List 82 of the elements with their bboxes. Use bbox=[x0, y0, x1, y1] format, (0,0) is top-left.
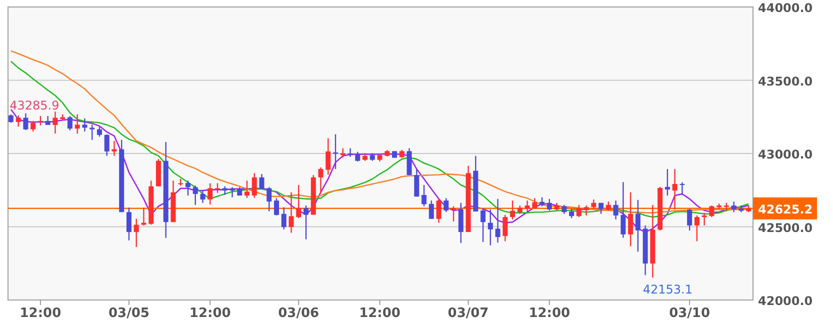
candlestick bbox=[458, 202, 464, 244]
candlestick bbox=[304, 204, 308, 240]
x-tick-label: 12:00 bbox=[359, 306, 400, 321]
candlestick bbox=[436, 198, 442, 224]
candlestick bbox=[38, 115, 43, 126]
ref-line-label: 42625.2 bbox=[758, 202, 813, 216]
candlestick bbox=[340, 148, 346, 158]
candlestick bbox=[23, 112, 28, 131]
candlestick bbox=[288, 192, 294, 234]
candlestick bbox=[428, 200, 434, 220]
candlestick bbox=[348, 148, 353, 158]
candlestick bbox=[444, 198, 449, 213]
candlestick bbox=[266, 186, 272, 212]
candlestick bbox=[502, 214, 508, 242]
candlestick bbox=[613, 200, 618, 220]
annotation: 42153.1 bbox=[642, 282, 692, 297]
candlestick bbox=[355, 151, 360, 162]
y-tick-label: 43500.0 bbox=[758, 74, 813, 88]
candlestick bbox=[672, 168, 678, 210]
candlestick bbox=[422, 184, 427, 207]
x-tick-label: 03/10 bbox=[669, 306, 710, 321]
candlestick bbox=[702, 212, 707, 226]
candlestick bbox=[112, 140, 117, 156]
candlestick bbox=[680, 182, 685, 196]
candlestick bbox=[406, 148, 412, 176]
candlestick bbox=[126, 206, 132, 241]
candlestick bbox=[731, 200, 736, 213]
candlestick bbox=[524, 200, 530, 212]
candlestick bbox=[96, 126, 102, 138]
candlestick bbox=[687, 208, 692, 232]
candlestick bbox=[480, 208, 486, 243]
candlestick bbox=[252, 172, 257, 198]
candlestick bbox=[709, 204, 714, 218]
candlestick bbox=[74, 114, 80, 134]
candlestick bbox=[230, 186, 235, 198]
candlestick bbox=[208, 182, 213, 206]
candlestick bbox=[414, 168, 420, 198]
candlestick bbox=[620, 181, 626, 238]
y-tick-label: 44000.0 bbox=[758, 1, 813, 15]
candlestick bbox=[510, 200, 516, 220]
candlestick bbox=[576, 204, 582, 218]
candlestick bbox=[200, 190, 206, 204]
candlestick bbox=[90, 124, 95, 140]
x-tick-label: 03/06 bbox=[278, 306, 320, 321]
candlestick bbox=[333, 134, 338, 170]
x-tick-label: 12:00 bbox=[528, 306, 570, 321]
candlestick bbox=[584, 204, 589, 216]
y-tick-label: 42000.0 bbox=[758, 294, 813, 308]
candlestick bbox=[635, 199, 640, 252]
x-tick-label: 12:00 bbox=[20, 306, 62, 321]
x-tick-label: 03/07 bbox=[448, 306, 489, 321]
candlestick bbox=[214, 182, 220, 194]
candlestick bbox=[488, 208, 493, 246]
x-tick-label: 03/05 bbox=[108, 306, 150, 321]
candlestick bbox=[664, 168, 670, 196]
y-tick-label: 43000.0 bbox=[758, 148, 813, 162]
candlestick bbox=[134, 218, 139, 248]
candlestick bbox=[82, 118, 88, 132]
candlestick bbox=[318, 166, 324, 194]
candlestick bbox=[546, 198, 552, 212]
candlestick bbox=[694, 214, 700, 242]
candlestick bbox=[259, 173, 264, 190]
candlestick bbox=[326, 138, 331, 176]
annotation: 43285.9 bbox=[10, 98, 60, 113]
candlestick bbox=[185, 180, 190, 196]
candlestick bbox=[296, 184, 302, 219]
candlestick bbox=[628, 192, 634, 247]
candlestick bbox=[532, 198, 538, 210]
candlestick bbox=[30, 120, 36, 132]
candlestick bbox=[451, 206, 456, 222]
candlestick bbox=[244, 180, 250, 198]
candlestick bbox=[274, 198, 279, 216]
candlestick bbox=[16, 114, 21, 128]
candlestick bbox=[104, 134, 110, 156]
candlestick bbox=[52, 111, 58, 134]
candlestick bbox=[192, 184, 198, 206]
candlestick bbox=[591, 198, 596, 210]
x-tick-label: 12:00 bbox=[189, 306, 231, 321]
y-tick-label: 42500.0 bbox=[758, 220, 813, 235]
candlestick bbox=[495, 198, 500, 244]
candlestick bbox=[67, 115, 72, 131]
candlestick bbox=[281, 206, 286, 230]
